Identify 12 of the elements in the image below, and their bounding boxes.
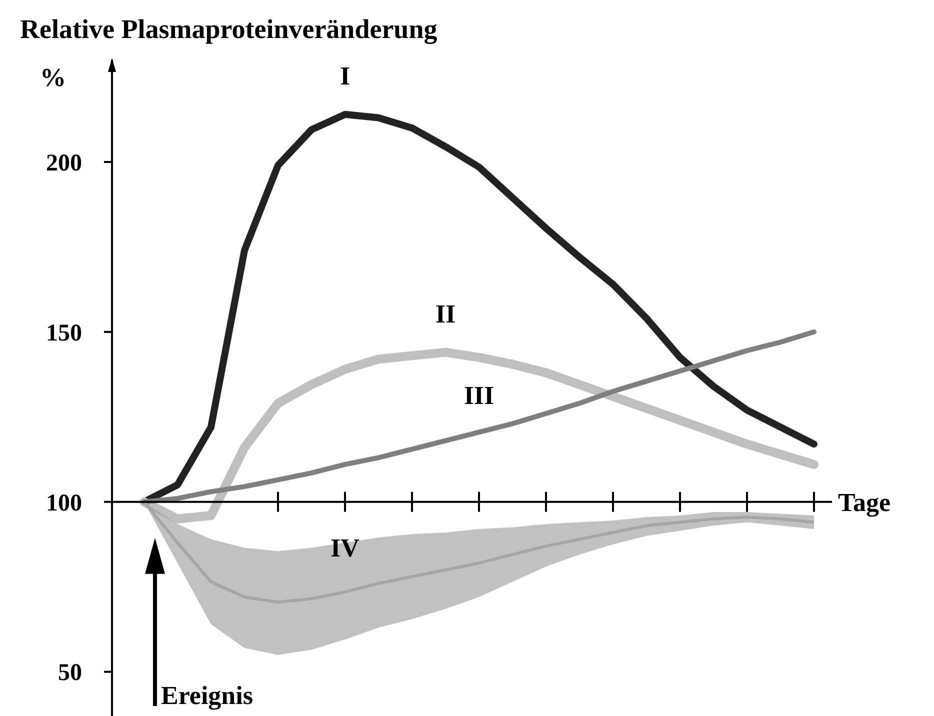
series-label: IV	[330, 534, 360, 563]
series-label: III	[464, 381, 494, 410]
series-label: II	[435, 299, 456, 328]
y-tick-label: 100	[46, 490, 82, 516]
series-label: I	[340, 61, 350, 90]
y-tick-label: 150	[46, 320, 82, 346]
y-tick-label: 50	[58, 660, 82, 686]
y-axis-title: %	[40, 63, 66, 92]
annotation: Ereignis	[161, 681, 253, 710]
y-tick-label: 200	[46, 150, 82, 176]
chart-title: Relative Plasmaproteinveränderung	[20, 14, 438, 44]
x-axis-title: Tage	[838, 488, 890, 517]
